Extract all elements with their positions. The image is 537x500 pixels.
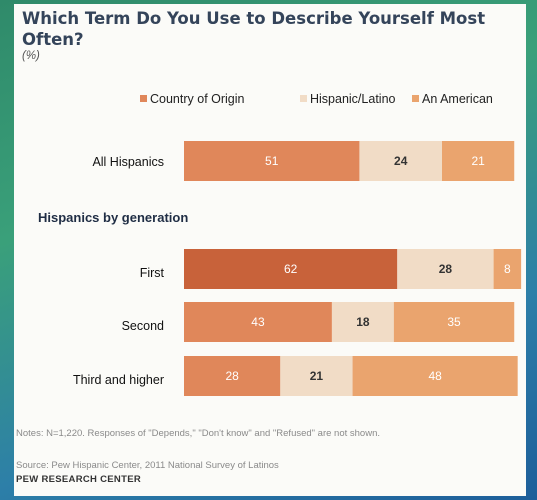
data-label-first-country-of-origin: 62 [284, 262, 298, 276]
data-label-first-an-american: 8 [504, 262, 511, 276]
bar-third-and-higher-country-of-origin [184, 356, 281, 396]
bar-second-an-american [393, 302, 515, 342]
footer-credit: PEW RESEARCH CENTER [16, 474, 141, 485]
chart-source: Source: Pew Hispanic Center, 2011 Nation… [16, 460, 279, 471]
data-label-third-and-higher-country-of-origin: 28 [225, 369, 239, 383]
bar-first-country-of-origin [184, 249, 398, 289]
chart-notes: Notes: N=1,220. Responses of "Depends," … [16, 428, 380, 439]
chart-title: Which Term Do You Use to Describe Yourse… [22, 9, 486, 49]
legend-item-country-of-origin: Country of Origin [140, 92, 244, 106]
legend-swatch-an-american [412, 95, 419, 102]
data-label-third-and-higher-an-american: 48 [428, 369, 442, 383]
row-label-all-hispanics: All Hispanics [92, 155, 164, 169]
chart-card: Which Term Do You Use to Describe Yourse… [14, 4, 526, 496]
legend-swatch-country-of-origin [140, 95, 147, 102]
section-title-generation: Hispanics by generation [38, 210, 189, 225]
bar-first-hispanic-latino [397, 249, 494, 289]
data-label-all-hispanics-country-of-origin: 51 [265, 154, 279, 168]
bar-all-hispanics-an-american [442, 141, 515, 181]
data-label-second-country-of-origin: 43 [251, 315, 265, 329]
data-label-third-and-higher-hispanic-latino: 21 [310, 369, 324, 383]
bar-third-and-higher-hispanic-latino [280, 356, 353, 396]
legend: Country of Origin Hispanic/Latino An Ame… [14, 92, 526, 108]
legend-swatch-hispanic-latino [300, 95, 307, 102]
bar-third-and-higher-an-american [352, 356, 518, 396]
data-label-all-hispanics-an-american: 21 [471, 154, 485, 168]
data-label-second-an-american: 35 [447, 315, 461, 329]
stacked-bar-chart: 51 24 21 62 28 8 43 18 35 28 21 48 [184, 141, 522, 396]
legend-label-hispanic-latino: Hispanic/Latino [310, 92, 396, 106]
data-label-second-hispanic-latino: 18 [356, 315, 370, 329]
legend-label-an-american: An American [422, 92, 493, 106]
bar-all-hispanics-hispanic-latino [359, 141, 442, 181]
legend-label-country-of-origin: Country of Origin [150, 92, 245, 106]
legend-item-hispanic-latino: Hispanic/Latino [300, 92, 395, 106]
bar-first-an-american [493, 249, 522, 289]
data-label-first-hispanic-latino: 28 [439, 262, 453, 276]
row-label-third-and-higher: Third and higher [72, 373, 164, 387]
bar-second-hispanic-latino [331, 302, 394, 342]
chart-subtitle: (%) [22, 50, 40, 62]
bar-all-hispanics-country-of-origin [184, 141, 360, 181]
legend-item-an-american: An American [412, 92, 493, 106]
data-label-all-hispanics-hispanic-latino: 24 [394, 154, 408, 168]
bar-second-country-of-origin [184, 302, 332, 342]
row-label-second: Second [121, 319, 164, 333]
row-label-first: First [139, 266, 164, 280]
